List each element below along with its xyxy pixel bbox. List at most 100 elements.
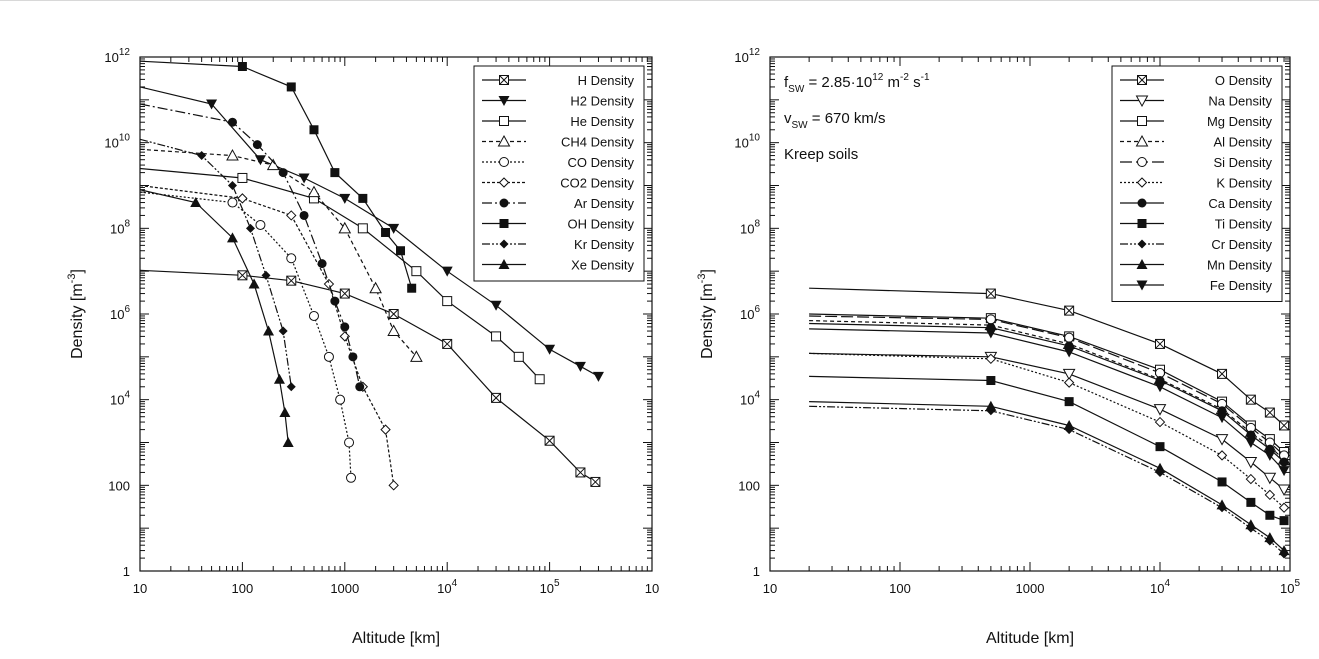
he-density-marker [357,223,368,234]
h-density-marker [491,392,502,403]
ti-density-marker [986,376,996,386]
legend-label-oh-density: OH Density [568,217,635,232]
series-line-ar-density [140,103,361,387]
mn-density-marker [1063,419,1075,430]
mn-density-marker [985,400,997,411]
kr-density-marker [197,151,207,161]
legend-cr-density-marker [1137,239,1147,249]
kr-density-marker [261,270,271,280]
y-tick-label: 104 [110,390,130,408]
kr-density-marker [286,382,296,392]
series-group [809,287,1290,559]
fe-density-marker [1063,347,1075,358]
y-tick-label: 1 [753,564,760,579]
x-axis-label: Altitude [km] [352,630,440,647]
series-group [140,60,604,491]
annotation-block: fSW = 2.85·1012 m-2 s-1 vSW = 670 km/s Kre… [784,72,930,163]
legend-label-ti-density: Ti Density [1215,217,1273,232]
xe-density-marker [248,278,260,289]
legend-label-o-density: O Density [1215,73,1273,88]
kr-density-marker [227,181,237,190]
ch4-density-marker [387,324,401,337]
h-density-marker [544,435,555,446]
y-tick-label: 106 [110,304,130,322]
legend-item-oh-density: OH Density [482,217,634,232]
y-tick-label: 1010 [104,133,130,151]
co-density-marker [346,472,357,483]
ch4-density-marker [410,350,423,362]
h-density-marker [388,309,399,319]
h-density-marker [590,476,601,487]
na-density-marker [1153,404,1167,416]
ca-density-marker [1246,430,1256,440]
series-markers-fe-density [985,328,1290,477]
fe-density-marker [985,328,997,339]
series-line-mg-density [809,313,1285,453]
legend-item-na-density: Na Density [1120,94,1273,109]
ch4-density-marker [266,158,280,171]
ti-density-marker [1279,516,1289,526]
h2-density-marker [298,173,310,184]
k-density-marker [985,353,997,365]
k-density-marker [1245,473,1257,485]
h2-density-marker [206,99,218,110]
series-line-mn-density [809,401,1285,552]
x-tick-label: 104 [437,578,457,596]
ch4-density-marker [226,149,239,161]
x-tick-label: 100 [889,581,911,596]
h2-density-marker [490,300,502,311]
ar-density-marker [317,259,327,269]
he-density-marker [534,374,545,385]
y-tick-label: 104 [740,390,760,408]
series-line-ca-density [809,322,1285,463]
oh-density-marker [286,82,296,92]
legend-item-he-density: He Density [482,114,635,129]
legend-label-h-density: H Density [578,73,635,88]
series-markers-na-density [984,351,1290,497]
legend-kr-density-marker [499,239,509,249]
legend-xe-density-marker [498,259,510,269]
legend-item-mn-density: Mn Density [1120,258,1272,273]
y-tick-label: 108 [740,218,760,236]
legend-item-ch4-density: CH4 Density [482,135,634,150]
legend-na-density-marker [1135,95,1149,108]
legend-ti-density-marker [1137,219,1147,228]
h2-density-marker [574,361,586,372]
legend-label-mn-density: Mn Density [1207,258,1273,273]
xe-density-marker [279,407,291,418]
oh-density-marker [309,125,319,135]
legend-al-density-marker [1135,134,1149,147]
legend-label-al-density: Al Density [1213,135,1272,150]
h-density-marker [339,288,350,299]
legend-label-k-density: K Density [1216,176,1272,191]
axis-ticks [139,57,652,572]
y-tick-label: 108 [110,218,130,236]
ar-density-marker [330,296,340,306]
legend-item-ca-density: Ca Density [1120,196,1273,211]
oh-density-marker [381,227,391,237]
x-tick-label: 10 [133,581,147,596]
o-density-marker [1217,368,1228,379]
series-markers-h-density [237,270,601,487]
legend-k-density-marker [1136,177,1148,188]
ti-density-marker [1155,442,1165,452]
legend-label-si-density: Si Density [1213,155,1272,170]
y-tick-label: 1012 [104,47,130,65]
ar-density-marker [278,168,288,178]
co2-density-marker [323,278,335,290]
legend-item-ti-density: Ti Density [1120,217,1272,232]
co-density-marker [286,253,297,264]
annotation-solar-wind-speed: vSW = 670 km/s [784,110,886,131]
y-tick-label: 1010 [734,133,760,151]
k-density-marker [1063,377,1075,388]
oh-density-marker [330,168,340,178]
he-density-marker [442,296,453,307]
fe-density-marker [1245,438,1257,448]
ar-density-marker [227,117,237,127]
legend-item-mg-density: Mg Density [1120,114,1272,129]
na-density-marker [1062,368,1076,381]
co2-density-marker [380,424,391,435]
xe-density-marker [226,232,238,243]
series-line-cr-density [809,405,1285,555]
x-tick-label: 10 [763,581,777,596]
